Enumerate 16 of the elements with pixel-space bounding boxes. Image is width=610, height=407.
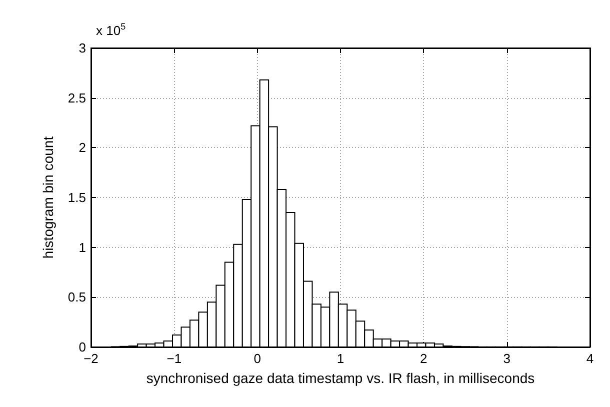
y-tick-label: 1.5 — [68, 190, 86, 205]
y-tick-label: 0 — [78, 340, 86, 354]
x-tick-label: 1 — [336, 351, 344, 366]
x-tick-label: 0 — [254, 351, 261, 366]
x-tick-label: 3 — [503, 351, 510, 366]
x-tick-label: 4 — [586, 351, 594, 366]
x-tick-label: 2 — [420, 351, 428, 366]
y-axis-title: histogram bin count — [40, 136, 56, 259]
y-tick-label: 2 — [78, 140, 86, 156]
y-tick-label: 1 — [78, 240, 86, 255]
y-tick-label: 2.5 — [68, 90, 86, 106]
y-tick-label: 3 — [78, 40, 86, 56]
x-tick-label: −2 — [84, 351, 98, 366]
y-tick-label: 0.5 — [68, 290, 86, 305]
x-tick-label: −1 — [166, 351, 182, 366]
x-axis-title: synchronised gaze data timestamp vs. IR flash, in milliseconds — [146, 370, 535, 386]
